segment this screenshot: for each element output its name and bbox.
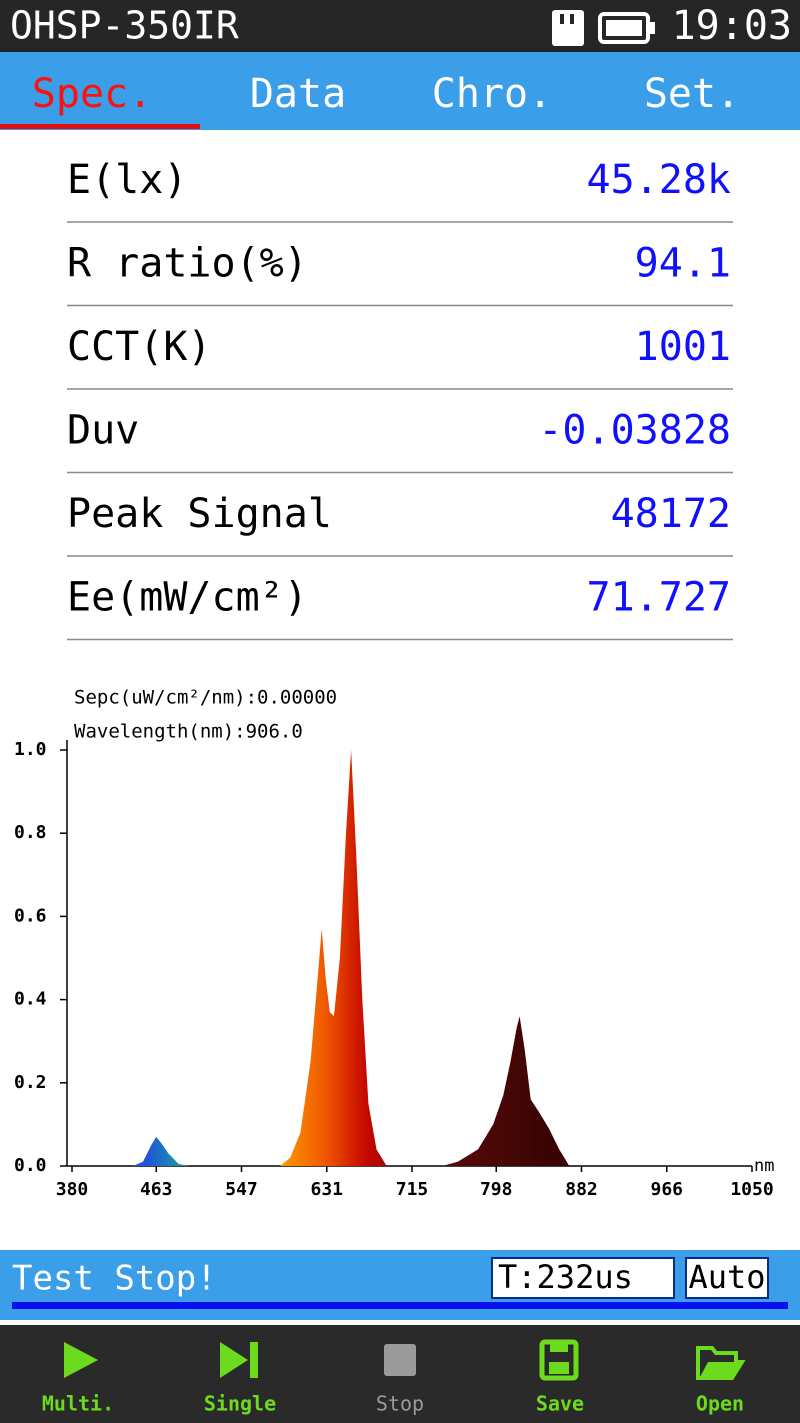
status-bar bbox=[0, 0, 800, 52]
tab-bar bbox=[0, 52, 800, 130]
x-tick-label: 1050 bbox=[730, 1179, 773, 1200]
y-tick-label: 0.0 bbox=[14, 1155, 47, 1176]
sd-icon-pin bbox=[570, 14, 574, 24]
test-status: Test Stop! bbox=[12, 1259, 217, 1299]
measurements: E(lx) 45.28k R ratio(%) 94.1 CCT(K) 1001 Duv -0… bbox=[67, 157, 733, 641]
multi-icon[interactable] bbox=[64, 1342, 98, 1378]
tab[interactable]: Chro. bbox=[432, 71, 552, 117]
x-tick-label: 547 bbox=[225, 1179, 258, 1200]
open-icon[interactable] bbox=[696, 1346, 746, 1380]
x-tick-label: 798 bbox=[480, 1179, 513, 1200]
open-icon-part bbox=[700, 1362, 742, 1377]
x-tick-label: 380 bbox=[56, 1179, 89, 1200]
stop-icon[interactable] bbox=[384, 1344, 416, 1376]
tab-underline bbox=[0, 124, 200, 129]
measure-value: -0.03828 bbox=[538, 408, 731, 454]
y-tick-label: 1.0 bbox=[14, 739, 47, 760]
y-tick-label: 0.2 bbox=[14, 1072, 47, 1093]
single-icon[interactable] bbox=[220, 1342, 248, 1378]
sd-icon bbox=[552, 10, 584, 46]
sd-icon-pin bbox=[560, 14, 564, 24]
battery-tip bbox=[650, 22, 655, 34]
x-tick-label: 631 bbox=[310, 1179, 343, 1200]
x-tick-label: 966 bbox=[650, 1179, 683, 1200]
progress-line bbox=[12, 1302, 788, 1309]
button-label[interactable]: Stop bbox=[376, 1392, 424, 1416]
single-icon-bar bbox=[250, 1342, 258, 1378]
cursor-wavelength: Wavelength(nm):906.0 bbox=[74, 721, 303, 743]
x-tick-label: 882 bbox=[565, 1179, 598, 1200]
y-tick-label: 0.6 bbox=[14, 905, 47, 926]
measure-value: 45.28k bbox=[587, 157, 732, 203]
measure-value: 94.1 bbox=[635, 241, 731, 287]
button-label[interactable]: Save bbox=[536, 1392, 584, 1416]
measure-value: 1001 bbox=[635, 324, 731, 370]
measure-label: Peak Signal bbox=[67, 491, 332, 537]
spectrum-chart: Sepc(uW/cm²/nm):0.00000 Wavelength(nm):9… bbox=[14, 687, 774, 1201]
device-name: OHSP-350IR bbox=[10, 4, 239, 48]
clock: 19:03 bbox=[672, 3, 792, 49]
save-icon-part bbox=[550, 1342, 568, 1352]
x-unit: nm bbox=[754, 1156, 774, 1176]
x-tick-label: 463 bbox=[140, 1179, 173, 1200]
x-tick-label: 715 bbox=[396, 1179, 429, 1200]
battery-level bbox=[606, 20, 642, 36]
mode[interactable]: Auto bbox=[688, 1258, 765, 1296]
tab[interactable]: Data bbox=[250, 71, 346, 117]
measure-value: 48172 bbox=[611, 491, 731, 537]
button-label[interactable]: Open bbox=[696, 1392, 744, 1416]
button-label[interactable]: Multi. bbox=[42, 1392, 114, 1416]
button-label[interactable]: Single bbox=[204, 1392, 276, 1416]
measure-label: Duv bbox=[67, 408, 139, 454]
tab[interactable]: Spec. bbox=[32, 71, 152, 117]
cursor-spec: Sepc(uW/cm²/nm):0.00000 bbox=[74, 687, 337, 709]
integration-box[interactable] bbox=[491, 1257, 675, 1299]
measure-label: R ratio(%) bbox=[67, 241, 308, 287]
measure-label: CCT(K) bbox=[67, 324, 212, 370]
measure-label: E(lx) bbox=[67, 157, 187, 203]
tab[interactable]: Set. bbox=[644, 71, 740, 117]
y-tick-label: 0.4 bbox=[14, 989, 47, 1010]
save-icon-part bbox=[549, 1362, 569, 1374]
integration-time[interactable]: T:232us bbox=[498, 1258, 633, 1296]
mode-box[interactable] bbox=[685, 1257, 769, 1299]
spectrum-area bbox=[72, 750, 752, 1166]
measure-value: 71.727 bbox=[587, 575, 732, 621]
battery-icon bbox=[598, 12, 650, 44]
y-tick-label: 0.8 bbox=[14, 822, 47, 843]
measure-label: Ee(mW/cm²) bbox=[67, 575, 308, 621]
